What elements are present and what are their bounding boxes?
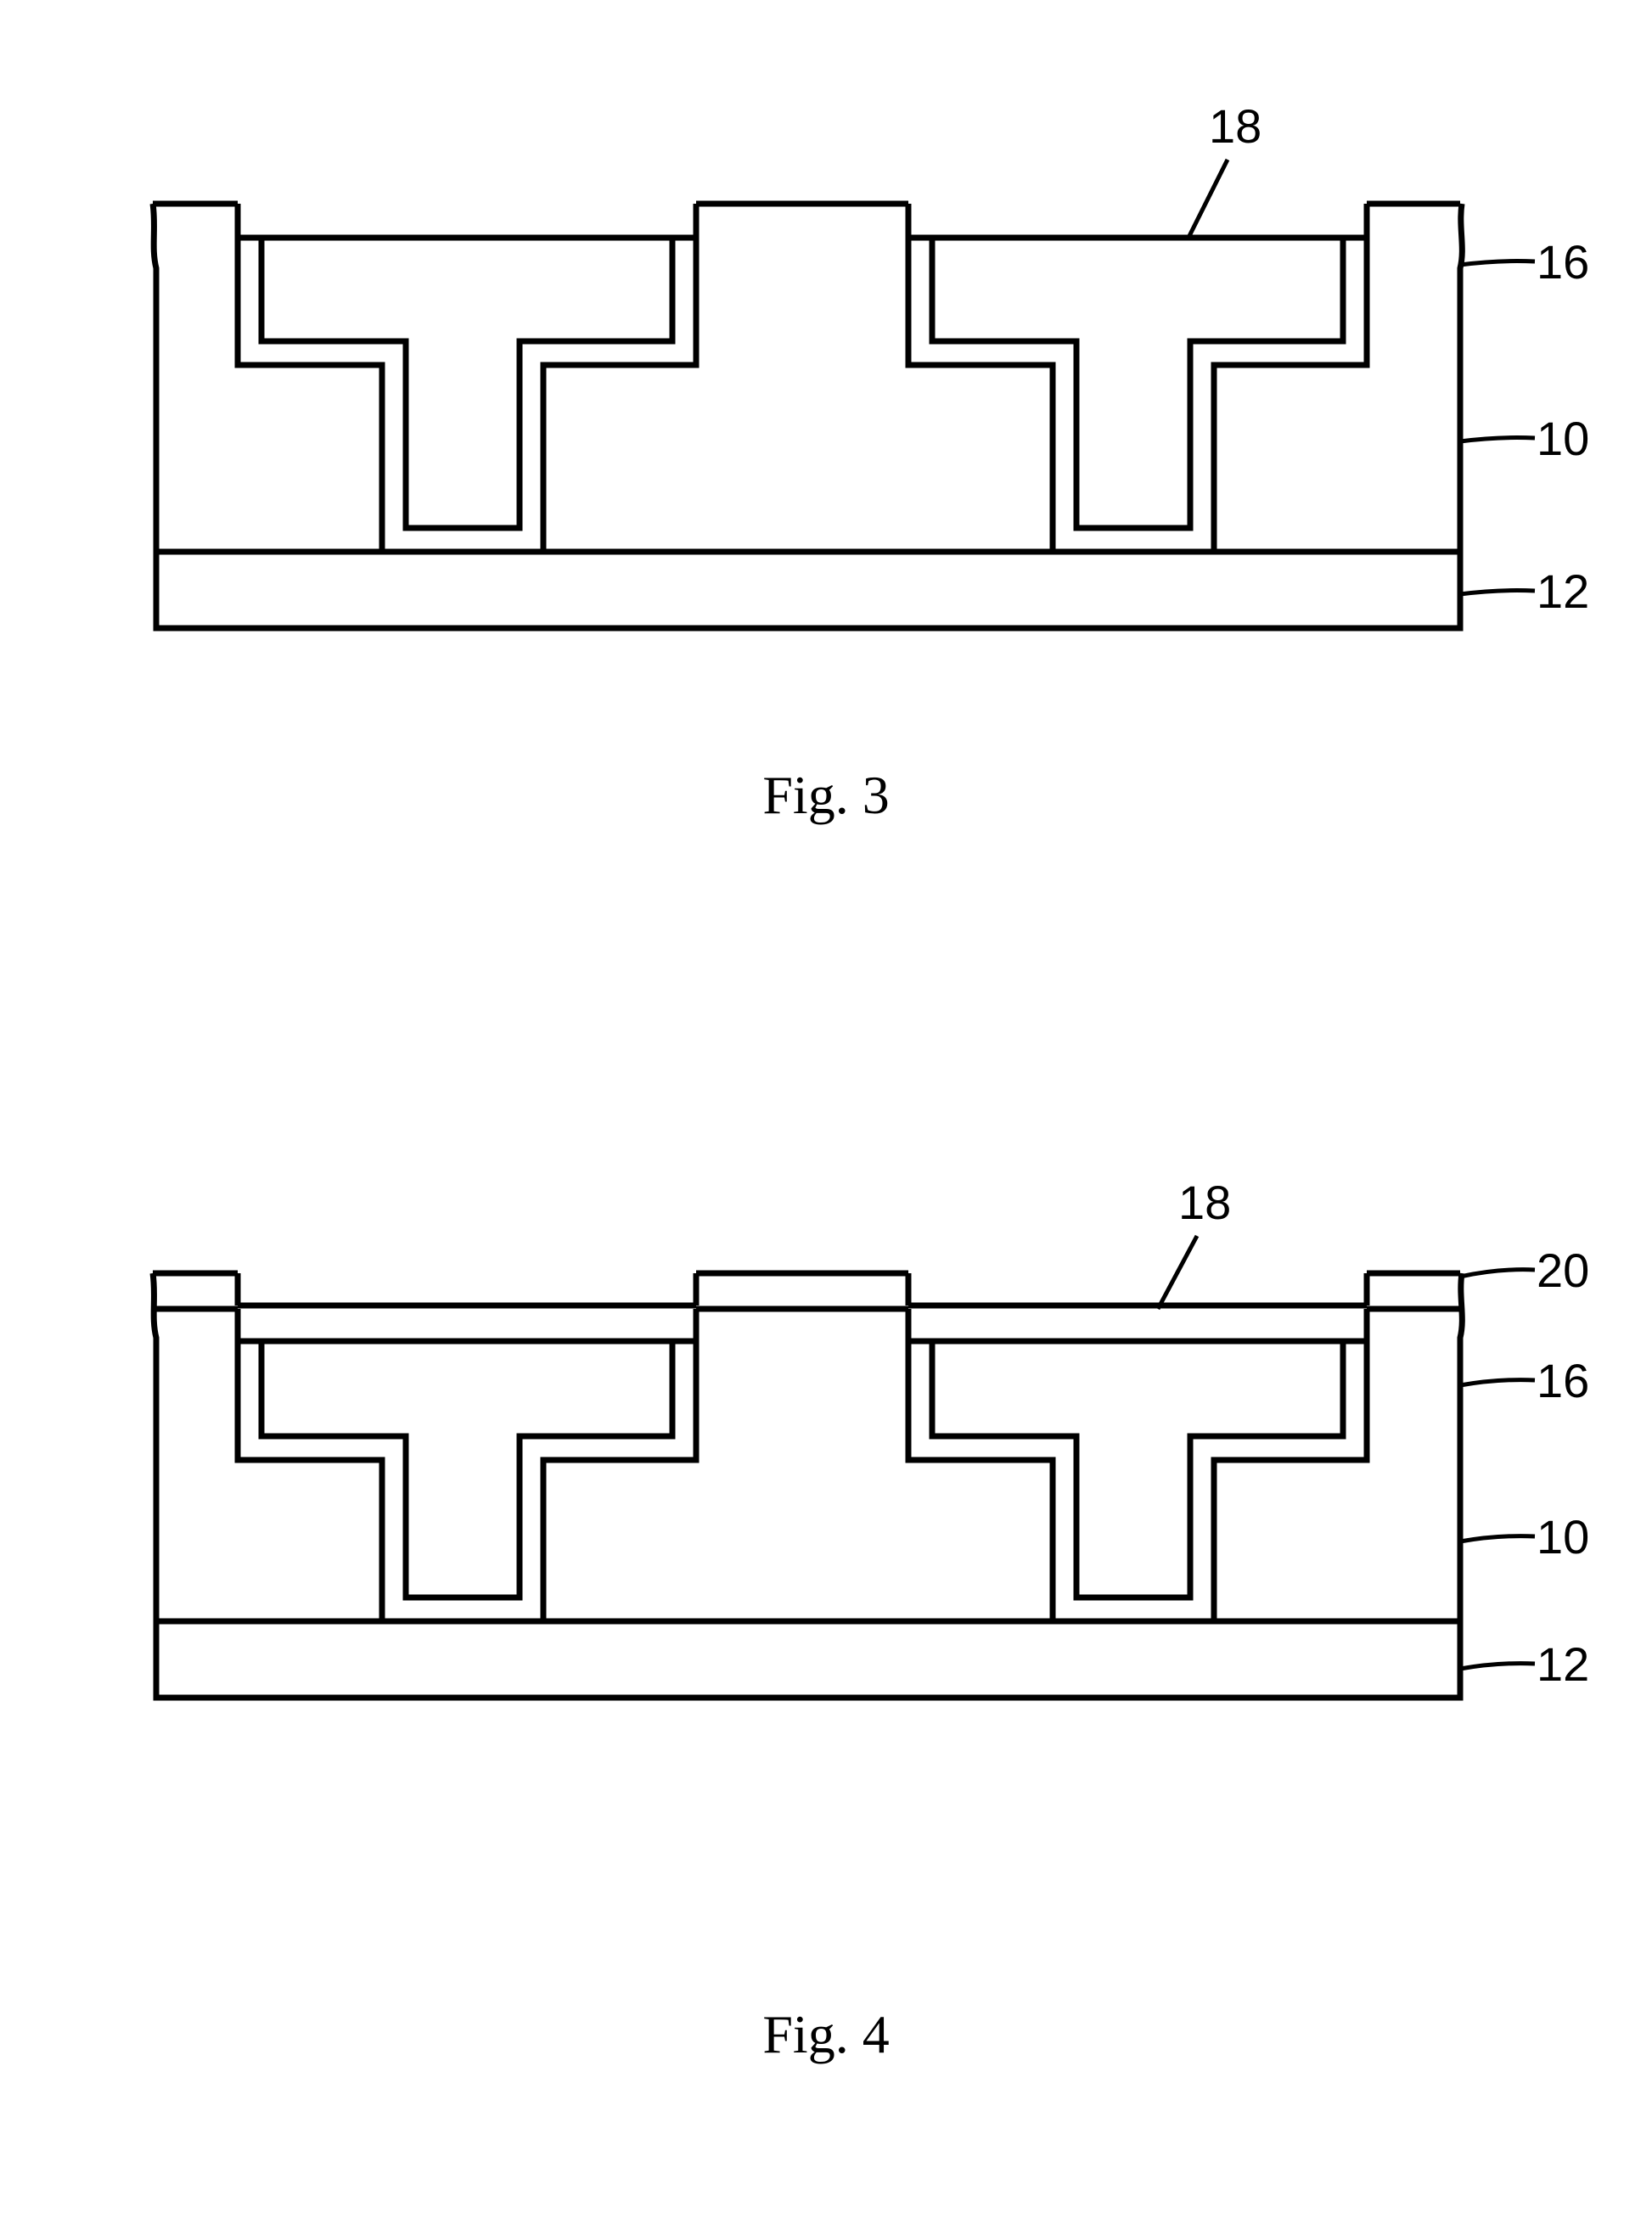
- ref-label-16: 16: [1537, 235, 1589, 289]
- ref-label-18: 18: [1209, 102, 1261, 153]
- ref-label-16: 16: [1537, 1354, 1589, 1407]
- figure-4: 18 20 16 10 12: [0, 1171, 1652, 1766]
- ref-label-20: 20: [1537, 1244, 1589, 1297]
- ref-label-10: 10: [1537, 1510, 1589, 1564]
- figure-3-caption: Fig. 3: [0, 764, 1652, 827]
- figure-3: 18 16 10 12: [0, 102, 1652, 696]
- ref-label-18: 18: [1178, 1176, 1231, 1229]
- ref-label-10: 10: [1537, 412, 1589, 465]
- ref-label-12: 12: [1537, 564, 1589, 618]
- figure-3-svg: 18 16 10 12: [0, 102, 1652, 696]
- ref-label-12: 12: [1537, 1637, 1589, 1691]
- figure-4-svg: 18 20 16 10 12: [0, 1171, 1652, 1766]
- figure-4-caption: Fig. 4: [0, 2003, 1652, 2066]
